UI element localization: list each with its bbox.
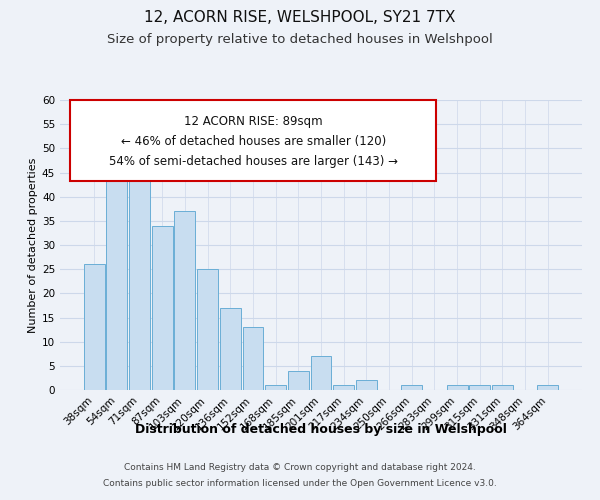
Text: Size of property relative to detached houses in Welshpool: Size of property relative to detached ho… <box>107 32 493 46</box>
Text: ← 46% of detached houses are smaller (120): ← 46% of detached houses are smaller (12… <box>121 135 386 148</box>
Text: 54% of semi-detached houses are larger (143) →: 54% of semi-detached houses are larger (… <box>109 155 398 168</box>
Text: Contains HM Land Registry data © Crown copyright and database right 2024.: Contains HM Land Registry data © Crown c… <box>124 464 476 472</box>
Bar <box>84 264 104 390</box>
Bar <box>197 269 218 390</box>
Bar <box>220 308 241 390</box>
Bar <box>446 385 467 390</box>
Text: Contains public sector information licensed under the Open Government Licence v3: Contains public sector information licen… <box>103 478 497 488</box>
Bar <box>492 385 513 390</box>
Bar <box>175 211 196 390</box>
Bar <box>401 385 422 390</box>
Bar <box>152 226 173 390</box>
Bar <box>356 380 377 390</box>
Bar <box>242 327 263 390</box>
Bar <box>106 163 127 390</box>
Bar <box>469 385 490 390</box>
Bar <box>538 385 558 390</box>
Text: 12, ACORN RISE, WELSHPOOL, SY21 7TX: 12, ACORN RISE, WELSHPOOL, SY21 7TX <box>144 10 456 25</box>
Text: Distribution of detached houses by size in Welshpool: Distribution of detached houses by size … <box>135 422 507 436</box>
FancyBboxPatch shape <box>70 100 436 181</box>
Bar <box>311 356 331 390</box>
Bar <box>265 385 286 390</box>
Text: 12 ACORN RISE: 89sqm: 12 ACORN RISE: 89sqm <box>184 114 322 128</box>
Bar <box>288 370 309 390</box>
Bar <box>129 168 150 390</box>
Bar <box>333 385 354 390</box>
Y-axis label: Number of detached properties: Number of detached properties <box>28 158 38 332</box>
